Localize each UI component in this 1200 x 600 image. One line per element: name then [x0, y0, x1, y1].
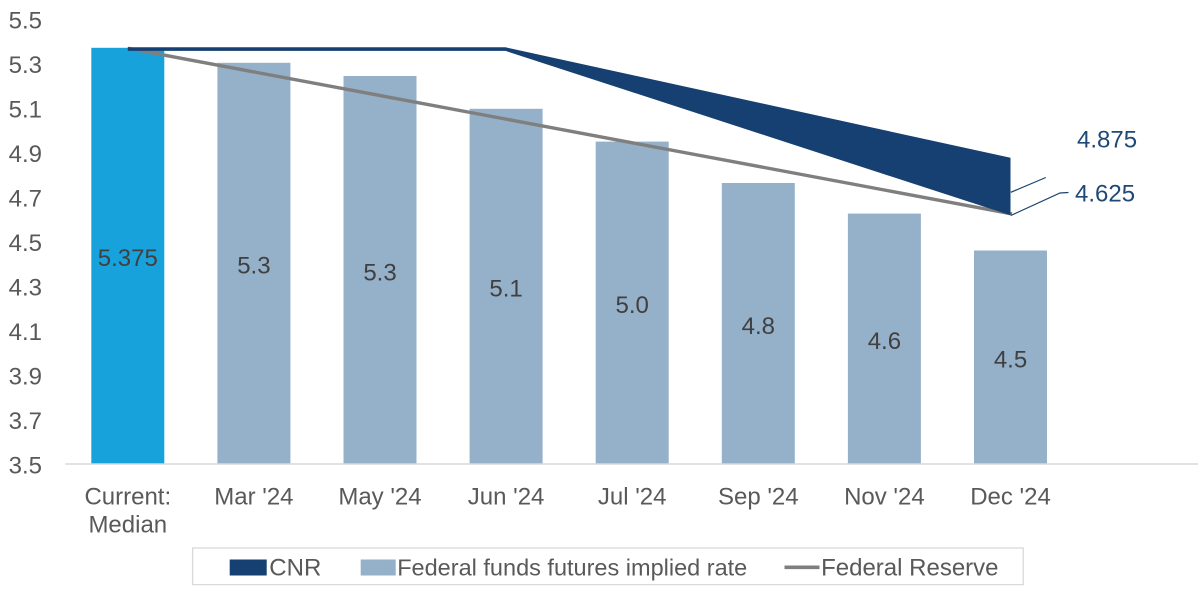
svg-text:5.3: 5.3 [363, 259, 396, 286]
svg-text:Sep '24: Sep '24 [718, 484, 799, 511]
svg-text:4.9: 4.9 [9, 141, 42, 168]
svg-text:Nov '24: Nov '24 [844, 484, 925, 511]
svg-text:4.5: 4.5 [994, 347, 1027, 374]
svg-text:5.3: 5.3 [237, 253, 270, 280]
svg-text:Federal funds futures implied: Federal funds futures implied rate [397, 555, 747, 581]
svg-text:4.1: 4.1 [9, 319, 42, 346]
svg-text:4.5: 4.5 [9, 230, 42, 257]
svg-text:5.1: 5.1 [9, 97, 42, 124]
svg-text:Federal Reserve: Federal Reserve [821, 555, 998, 582]
svg-text:3.5: 3.5 [9, 453, 42, 480]
svg-text:4.8: 4.8 [742, 313, 775, 340]
svg-text:Median: Median [88, 512, 167, 539]
svg-text:May '24: May '24 [338, 484, 421, 511]
svg-text:Jun '24: Jun '24 [468, 484, 545, 511]
svg-text:4.625: 4.625 [1075, 180, 1135, 207]
svg-text:3.7: 3.7 [9, 408, 42, 435]
svg-text:4.3: 4.3 [9, 275, 42, 302]
svg-text:5.1: 5.1 [489, 276, 522, 303]
svg-text:4.7: 4.7 [9, 186, 42, 213]
svg-text:Jul '24: Jul '24 [598, 484, 667, 511]
svg-text:Dec '24: Dec '24 [970, 484, 1051, 511]
svg-text:Mar '24: Mar '24 [214, 484, 293, 511]
svg-text:4.875: 4.875 [1077, 126, 1137, 153]
svg-text:CNR: CNR [269, 555, 321, 582]
svg-text:5.3: 5.3 [9, 52, 42, 79]
svg-text:5.375: 5.375 [98, 245, 158, 272]
svg-text:Current:: Current: [84, 484, 171, 511]
svg-text:5.0: 5.0 [616, 292, 649, 319]
svg-text:4.6: 4.6 [868, 328, 901, 355]
svg-text:3.9: 3.9 [9, 364, 42, 391]
svg-text:5.5: 5.5 [9, 8, 42, 35]
